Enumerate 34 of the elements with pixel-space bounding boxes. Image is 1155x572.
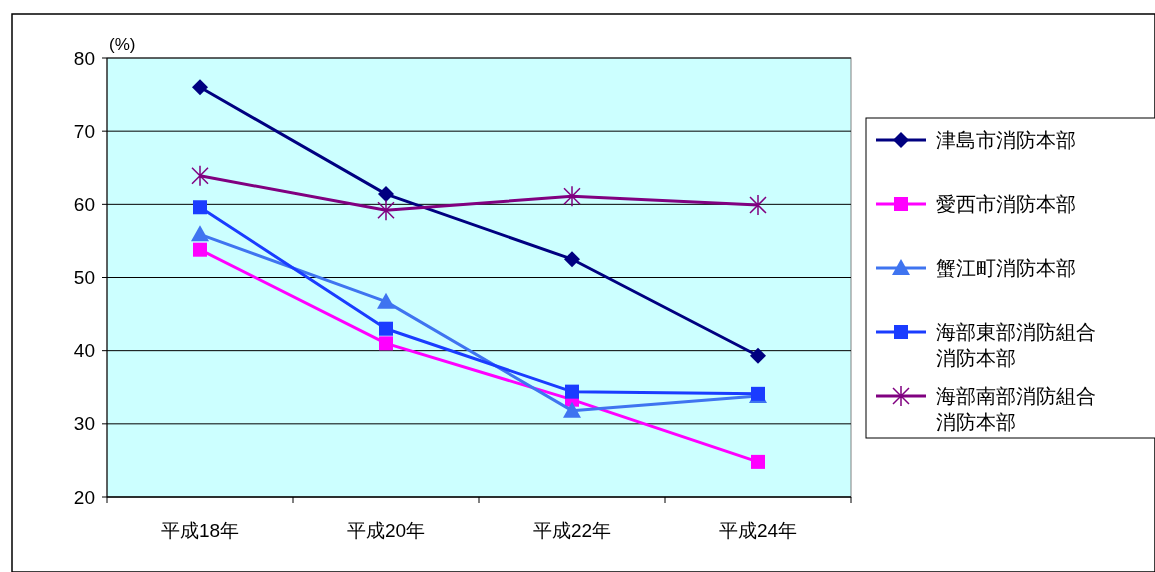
point [379,321,393,336]
y-tick-label: 30 [73,413,95,435]
legend-label: 海部南部消防組合消防本部 [936,385,1096,433]
y-axis-title: (%) [109,35,136,54]
point [750,347,766,364]
point [378,186,394,203]
point [379,336,393,351]
legend-label: 蟹江町消防本部 [936,257,1076,279]
point [191,225,209,242]
x-tick-label: 平成20年 [346,520,426,541]
x-tick-label: 平成24年 [718,520,798,541]
y-tick-label: 60 [73,193,95,215]
point [377,292,395,309]
point [564,251,580,268]
y-tick-label: 80 [73,47,95,69]
point [377,199,395,221]
point [563,185,581,208]
legend-label: 愛西市消防本部 [936,193,1076,215]
x-tick-label: 平成18年 [160,520,240,541]
y-tick-label: 20 [73,486,95,508]
point [751,454,765,469]
x-tick-label: 平成22年 [532,520,612,541]
y-tick-label: 40 [73,340,95,362]
legend-label: 海部東部消防組合消防本部 [936,321,1096,369]
point [749,194,767,216]
y-tick-label: 50 [73,267,95,289]
point [191,165,209,187]
point [563,401,581,418]
point [565,384,579,399]
point [192,79,208,96]
y-tick-label: 70 [73,120,95,142]
legend-label: 津島市消防本部 [936,129,1076,151]
point [193,200,207,215]
point [193,242,207,257]
